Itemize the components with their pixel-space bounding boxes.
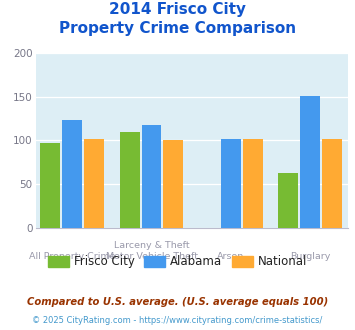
Text: Burglary: Burglary — [290, 252, 331, 261]
Text: All Property Crime: All Property Crime — [29, 252, 115, 261]
Bar — [142, 125, 162, 228]
Bar — [221, 139, 241, 228]
Text: Property Crime Comparison: Property Crime Comparison — [59, 21, 296, 36]
Bar — [300, 96, 320, 228]
Text: 2014 Frisco City: 2014 Frisco City — [109, 2, 246, 16]
Bar — [322, 139, 342, 228]
Text: Compared to U.S. average. (U.S. average equals 100): Compared to U.S. average. (U.S. average … — [27, 297, 328, 307]
Text: Motor Vehicle Theft: Motor Vehicle Theft — [105, 252, 197, 261]
Text: © 2025 CityRating.com - https://www.cityrating.com/crime-statistics/: © 2025 CityRating.com - https://www.city… — [32, 316, 323, 325]
Text: Larceny & Theft: Larceny & Theft — [114, 241, 189, 250]
Bar — [40, 143, 60, 228]
Text: Arson: Arson — [217, 252, 245, 261]
Bar — [163, 140, 183, 228]
Bar — [120, 131, 140, 228]
Bar — [278, 174, 298, 228]
Bar — [243, 139, 263, 228]
Bar — [62, 120, 82, 228]
Bar — [84, 139, 104, 228]
Legend: Frisco City, Alabama, National: Frisco City, Alabama, National — [43, 250, 312, 273]
